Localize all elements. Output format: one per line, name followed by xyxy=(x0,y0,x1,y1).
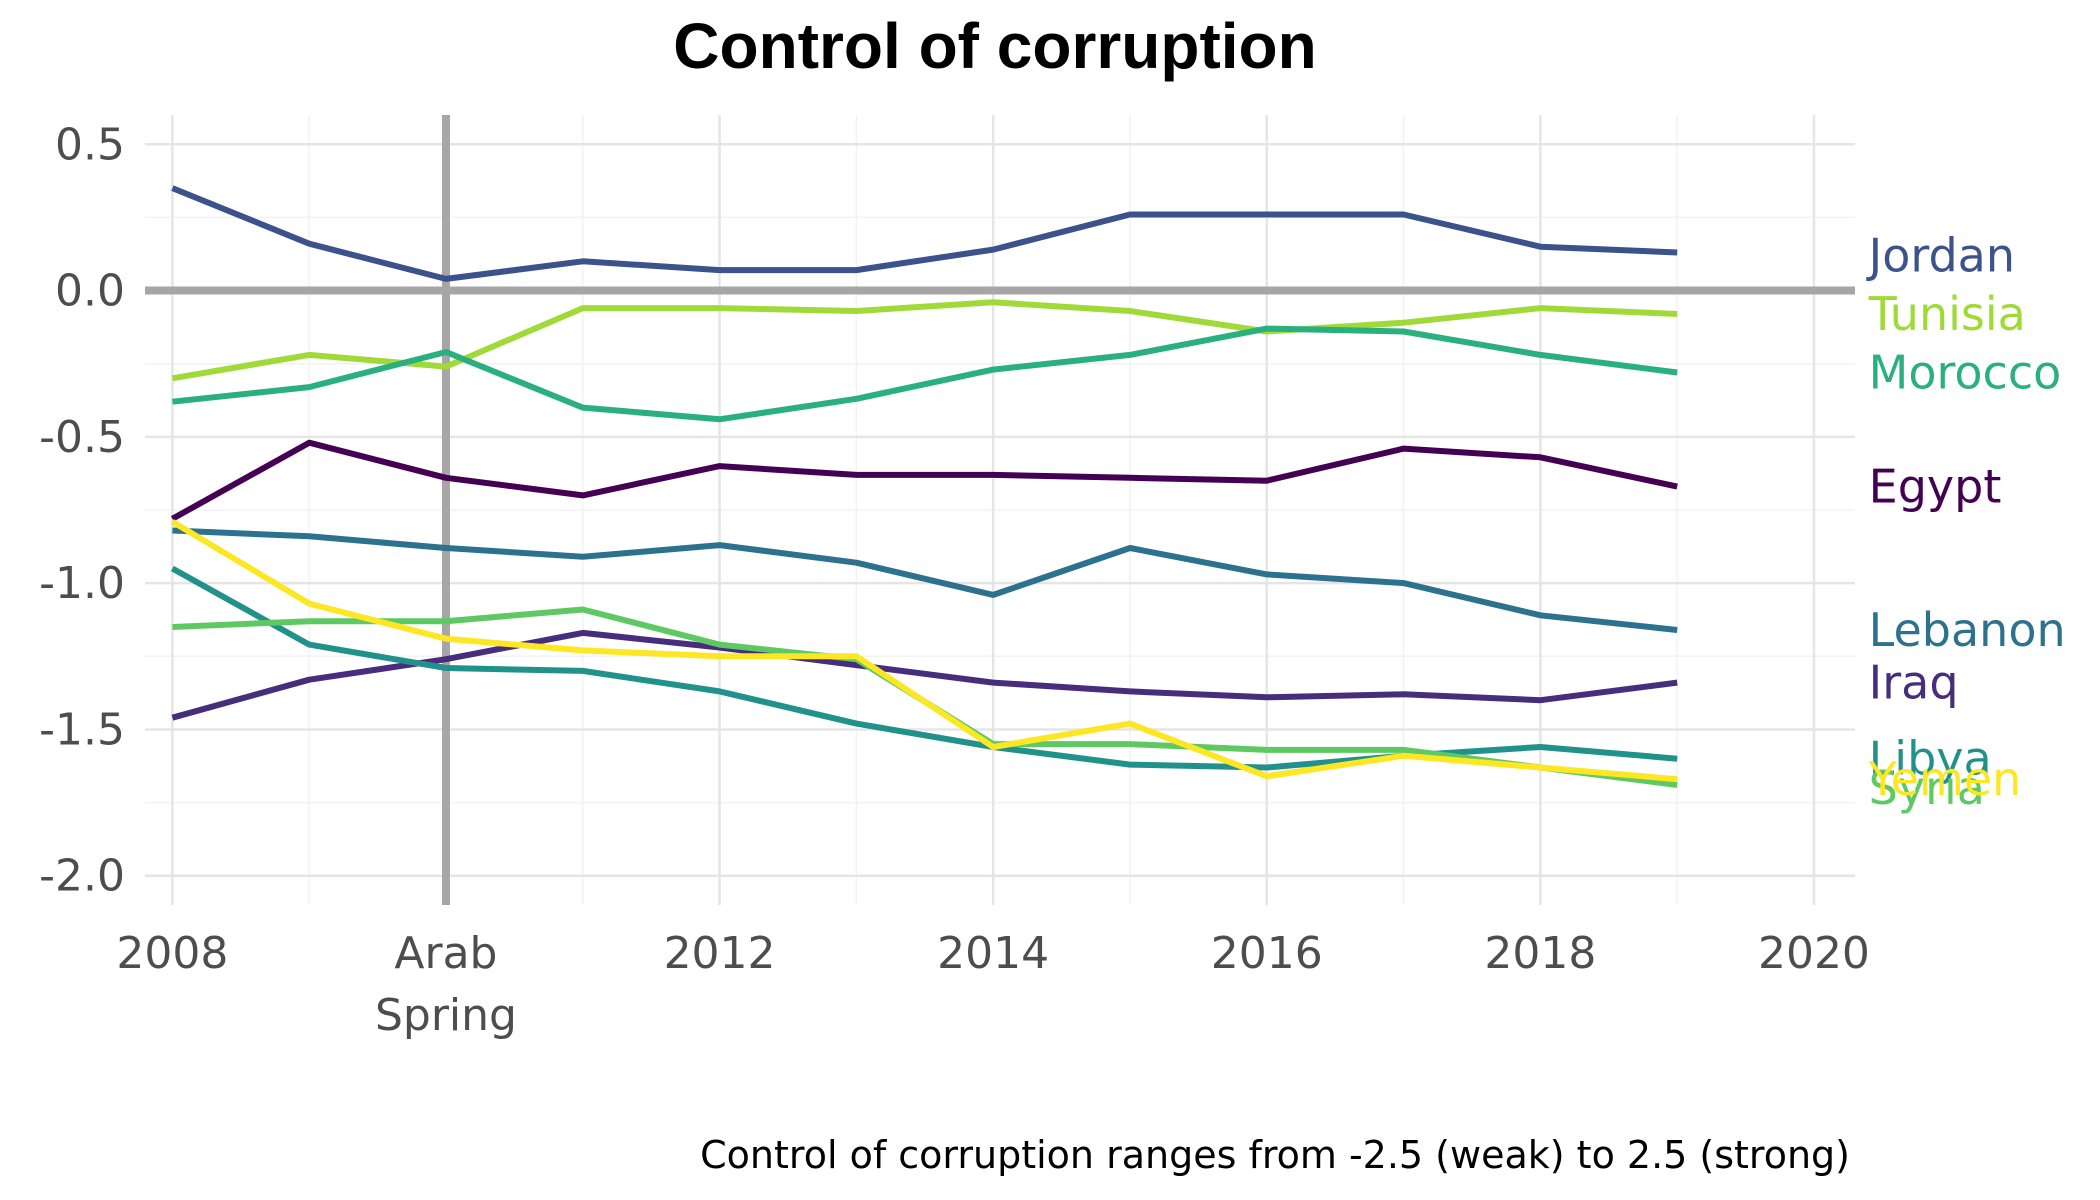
x-tick-label: 2014 xyxy=(937,928,1049,979)
series-line-tunisia xyxy=(171,299,1678,382)
y-tick-label: 0.0 xyxy=(55,266,125,317)
x-axis-ticks: 2008 Arab Spring 2012 2014 2016 2018 2020 xyxy=(116,928,1870,1041)
series-line-lebanon xyxy=(172,527,1678,633)
series-label-tunisia: Tunisia xyxy=(1868,287,2026,341)
series-label-lebanon: Lebanon xyxy=(1869,603,2066,657)
y-tick-label: -2.0 xyxy=(39,851,125,902)
series-label-iraq: Iraq xyxy=(1869,656,1959,710)
series-label-jordan: Jordan xyxy=(1866,228,2015,282)
series-line-yemen xyxy=(170,519,1678,783)
x-tick-label: 2020 xyxy=(1758,928,1870,979)
reference-lines xyxy=(145,115,1855,905)
x-tick-label: 2018 xyxy=(1484,928,1596,979)
x-tick-label: 2008 xyxy=(116,928,228,979)
series-label-libya: Libya xyxy=(1869,732,1992,786)
series-lines xyxy=(170,185,1678,788)
x-tick-label: Arab Spring xyxy=(375,928,517,1041)
y-tick-label: 0.5 xyxy=(55,119,125,170)
series-line-jordan xyxy=(171,185,1678,282)
chart-title: Control of corruption xyxy=(673,10,1316,82)
series-line-egypt xyxy=(170,439,1678,522)
y-tick-label: -0.5 xyxy=(39,412,125,463)
chart-caption: Control of corruption ranges from -2.5 (… xyxy=(700,1133,1850,1177)
x-tick-label: 2016 xyxy=(1211,928,1323,979)
y-tick-label: -1.5 xyxy=(39,704,125,755)
series-label-syria: Syria xyxy=(1869,761,1985,815)
series-label-egypt: Egypt xyxy=(1869,460,2002,514)
series-line-morocco xyxy=(172,325,1678,423)
y-tick-label: -1.0 xyxy=(39,558,125,609)
gridlines xyxy=(145,115,1855,905)
series-label-morocco: Morocco xyxy=(1869,345,2062,399)
y-axis-ticks: 0.5 0.0 -0.5 -1.0 -1.5 -2.0 xyxy=(39,119,125,901)
x-tick-label: 2012 xyxy=(664,928,776,979)
series-label-yemen: Yemen xyxy=(1868,752,2022,806)
